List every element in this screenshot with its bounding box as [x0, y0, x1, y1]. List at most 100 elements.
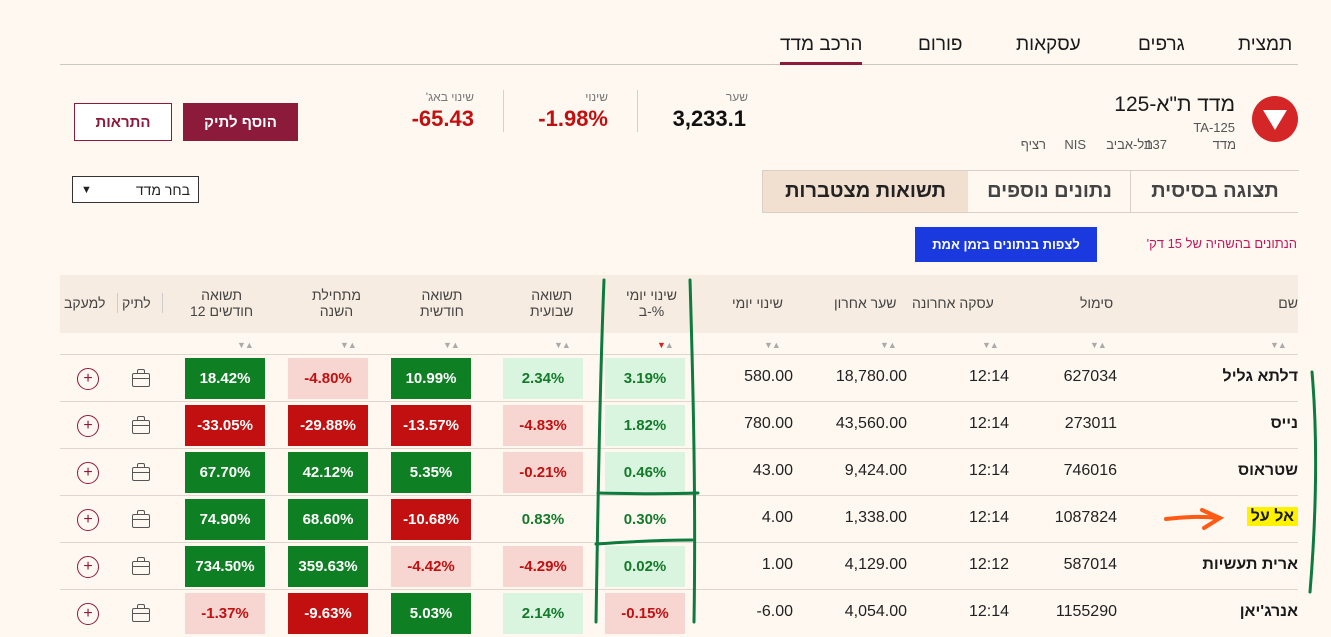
12m-return: -33.05%	[185, 405, 265, 446]
sort-monthly[interactable]: ▼▲	[443, 340, 460, 350]
index-title: מדד ת"א-125	[1114, 93, 1235, 116]
stock-symbol: 587014	[1063, 556, 1117, 573]
stock-name[interactable]: אנרג'יאן	[1239, 603, 1298, 620]
stock-symbol: 627034	[1063, 368, 1117, 385]
last-price: 18,780.00	[835, 368, 907, 385]
monthly-return: 5.03%	[391, 593, 471, 634]
daily-pct: 0.46%	[605, 452, 685, 493]
col-daily-pct-line1: שינוי יומי	[626, 287, 677, 303]
index-code: TA-125	[1193, 120, 1235, 135]
stock-symbol: 1155290	[1055, 603, 1117, 620]
sort-daily-pct[interactable]: ▼▲	[657, 340, 674, 350]
daily-change: 580.00	[744, 368, 793, 385]
table-row[interactable]: אל על 1087824 12:14 1,338.00 4.00 0.30% …	[60, 495, 1298, 543]
stock-symbol: 746016	[1063, 462, 1117, 479]
col-daily-change[interactable]: שינוי יומי	[732, 295, 783, 311]
table-row[interactable]: ארית תעשיות 587014 12:12 4,129.00 1.00 0…	[60, 542, 1298, 590]
add-watch-icon[interactable]: +	[77, 415, 99, 437]
col-daily-pct[interactable]: שינוי יומי ב-%	[626, 287, 677, 319]
ytd-return: 359.63%	[288, 546, 368, 587]
down-triangle-icon	[1252, 96, 1298, 142]
col-ytd-line2: השנה	[319, 303, 354, 319]
daily-pct: 3.19%	[605, 358, 685, 399]
stock-name[interactable]: נייס	[1270, 415, 1298, 432]
monthly-return: -10.68%	[391, 499, 471, 540]
alerts-button[interactable]: התראות	[74, 103, 172, 141]
last-trade-time: 12:14	[968, 603, 1009, 620]
col-weekly-line2: שבועית	[530, 303, 574, 319]
portfolio-icon[interactable]	[132, 557, 150, 575]
sort-last-price[interactable]: ▼▲	[880, 340, 897, 350]
portfolio-icon[interactable]	[132, 604, 150, 622]
change-value: -1.98%	[538, 106, 608, 131]
stock-name[interactable]: אל על	[1246, 507, 1298, 526]
last-trade-time: 12:14	[968, 509, 1009, 526]
stock-name[interactable]: ארית תעשיות	[1202, 556, 1298, 573]
col-last-price[interactable]: שער אחרון	[834, 295, 897, 311]
ytd-return: 42.12%	[288, 452, 368, 493]
tab-charts[interactable]: גרפים	[1138, 34, 1185, 55]
chevron-down-icon: ▼	[81, 183, 92, 196]
12m-return: 18.42%	[185, 358, 265, 399]
weekly-return: 0.83%	[521, 511, 565, 528]
view-tabs: תצוגה בסיסית נתונים נוספים תשואות מצטברו…	[762, 170, 1299, 213]
tab-summary[interactable]: תמצית	[1238, 34, 1293, 55]
sort-ytd[interactable]: ▼▲	[340, 340, 357, 350]
sort-name[interactable]: ▼▲	[1270, 340, 1287, 350]
last-trade-time: 12:14	[968, 415, 1009, 432]
col-weekly[interactable]: תשואה שבועית	[530, 287, 573, 319]
col-name[interactable]: שם	[1278, 295, 1298, 311]
realtime-data-button[interactable]: לצפות בנתונים בזמן אמת	[915, 227, 1097, 262]
col-last-trade[interactable]: עסקה אחרונה	[912, 295, 994, 311]
last-price: 4,054.00	[844, 603, 907, 620]
monthly-return: 5.35%	[391, 452, 471, 493]
ytd-return: -9.63%	[288, 593, 368, 634]
stock-name[interactable]: שטראוס	[1237, 462, 1298, 479]
sort-weekly[interactable]: ▼▲	[554, 340, 571, 350]
add-watch-icon[interactable]: +	[77, 368, 99, 390]
col-monthly-line2: חודשית	[420, 303, 464, 319]
sort-daily-change[interactable]: ▼▲	[764, 340, 781, 350]
sort-last-trade[interactable]: ▼▲	[982, 340, 999, 350]
sort-symbol[interactable]: ▼▲	[1090, 340, 1107, 350]
annotation-line	[1308, 370, 1318, 594]
add-watch-icon[interactable]: +	[77, 603, 99, 625]
col-symbol[interactable]: סימול	[1080, 295, 1114, 311]
daily-pct: -0.15%	[605, 593, 685, 634]
portfolio-icon[interactable]	[132, 463, 150, 481]
price-label: שער	[725, 90, 748, 104]
annotation-line	[596, 491, 700, 496]
tab-index-composition[interactable]: הרכב מדד	[780, 34, 863, 65]
change-abs-label: שינוי באג'	[425, 90, 474, 104]
last-price: 4,129.00	[844, 556, 907, 573]
col-monthly[interactable]: תשואה חודשית	[420, 287, 464, 319]
portfolio-icon[interactable]	[132, 369, 150, 387]
last-price: 9,424.00	[844, 462, 907, 479]
daily-pct: 0.02%	[605, 546, 685, 587]
col-ytd[interactable]: מתחילת השנה	[312, 287, 361, 319]
portfolio-icon[interactable]	[132, 416, 150, 434]
index-select[interactable]: בחר מדד ▼	[72, 176, 199, 203]
ytd-return: -29.88%	[288, 405, 368, 446]
table-row[interactable]: נייס 273011 12:14 43,560.00 780.00 1.82%…	[60, 401, 1298, 449]
sort-12m[interactable]: ▼▲	[237, 340, 254, 350]
daily-pct: 1.82%	[605, 405, 685, 446]
stock-symbol: 1087824	[1054, 509, 1117, 526]
add-watch-icon[interactable]: +	[77, 462, 99, 484]
tab-cumulative-returns[interactable]: תשואות מצטברות	[762, 170, 968, 212]
table-row[interactable]: דלתא גליל 627034 12:14 18,780.00 580.00 …	[60, 354, 1298, 402]
col-12m[interactable]: תשואה 12 חודשים	[190, 287, 253, 319]
add-watch-icon[interactable]: +	[77, 509, 99, 531]
delay-note: הנתונים בהשהיה של 15 דק'	[1146, 236, 1297, 251]
add-watch-icon[interactable]: +	[77, 556, 99, 578]
stock-name[interactable]: דלתא גליל	[1222, 368, 1298, 385]
table-row[interactable]: שטראוס 746016 12:14 9,424.00 43.00 0.46%…	[60, 448, 1298, 496]
weekly-return: -4.29%	[503, 546, 583, 587]
tab-forum[interactable]: פורום	[918, 34, 963, 55]
table-row[interactable]: אנרג'יאן 1155290 12:14 4,054.00 -6.00 -0…	[60, 589, 1298, 637]
tab-basic-view[interactable]: תצוגה בסיסית	[1130, 170, 1299, 212]
index-exchange: תל-אביב	[1106, 137, 1153, 152]
portfolio-icon[interactable]	[132, 510, 150, 528]
tab-trades[interactable]: עסקאות	[1016, 34, 1081, 55]
add-to-portfolio-button[interactable]: הוסף לתיק	[183, 103, 298, 141]
